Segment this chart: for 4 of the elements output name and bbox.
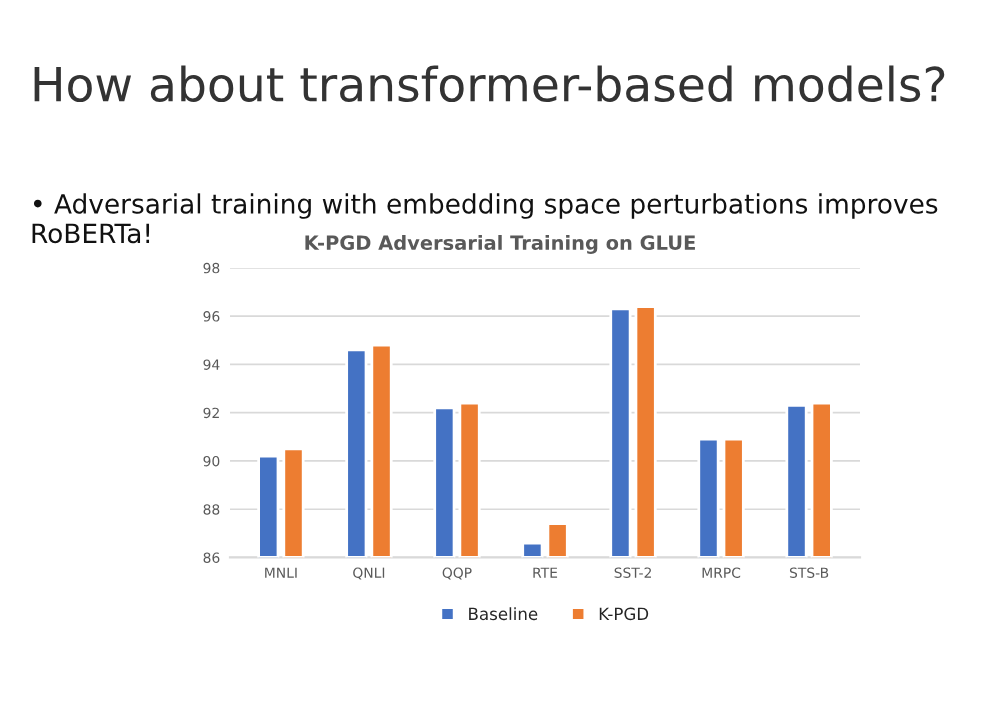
chart-title: How about transformer-based models? bbox=[34, 65, 945, 103]
text: K-PGD Adversarial Training on GLUE bbox=[305, 235, 695, 254]
legend-label: K-PGD bbox=[599, 607, 649, 621]
legend-label: Baseline bbox=[469, 607, 538, 621]
